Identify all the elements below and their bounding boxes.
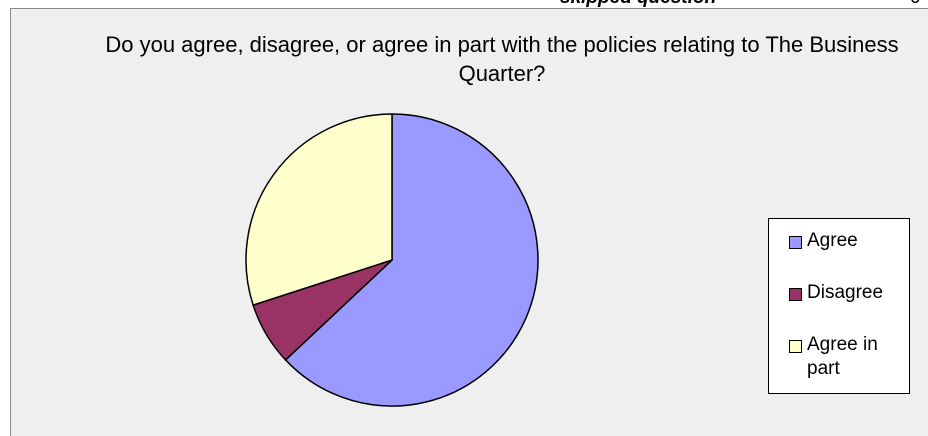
legend-swatch — [789, 236, 802, 249]
pie-slice — [284, 113, 539, 407]
chart-title: Do you agree, disagree, or agree in part… — [105, 32, 899, 86]
pie-slice — [245, 113, 393, 307]
legend-swatch — [789, 288, 802, 301]
header-label: skipped question — [560, 0, 716, 9]
legend-swatch — [789, 340, 802, 353]
legend-label: Agree in part — [807, 334, 878, 379]
legend-item: Agree — [789, 229, 901, 253]
legend: Agree Disagree Agree in part — [768, 218, 910, 394]
legend-label: Disagree — [807, 282, 884, 303]
legend-item: Disagree — [789, 281, 901, 305]
legend-item: Agree in part — [789, 333, 901, 381]
header-value: 0 — [910, 0, 921, 9]
legend-label: Agree — [807, 230, 858, 251]
